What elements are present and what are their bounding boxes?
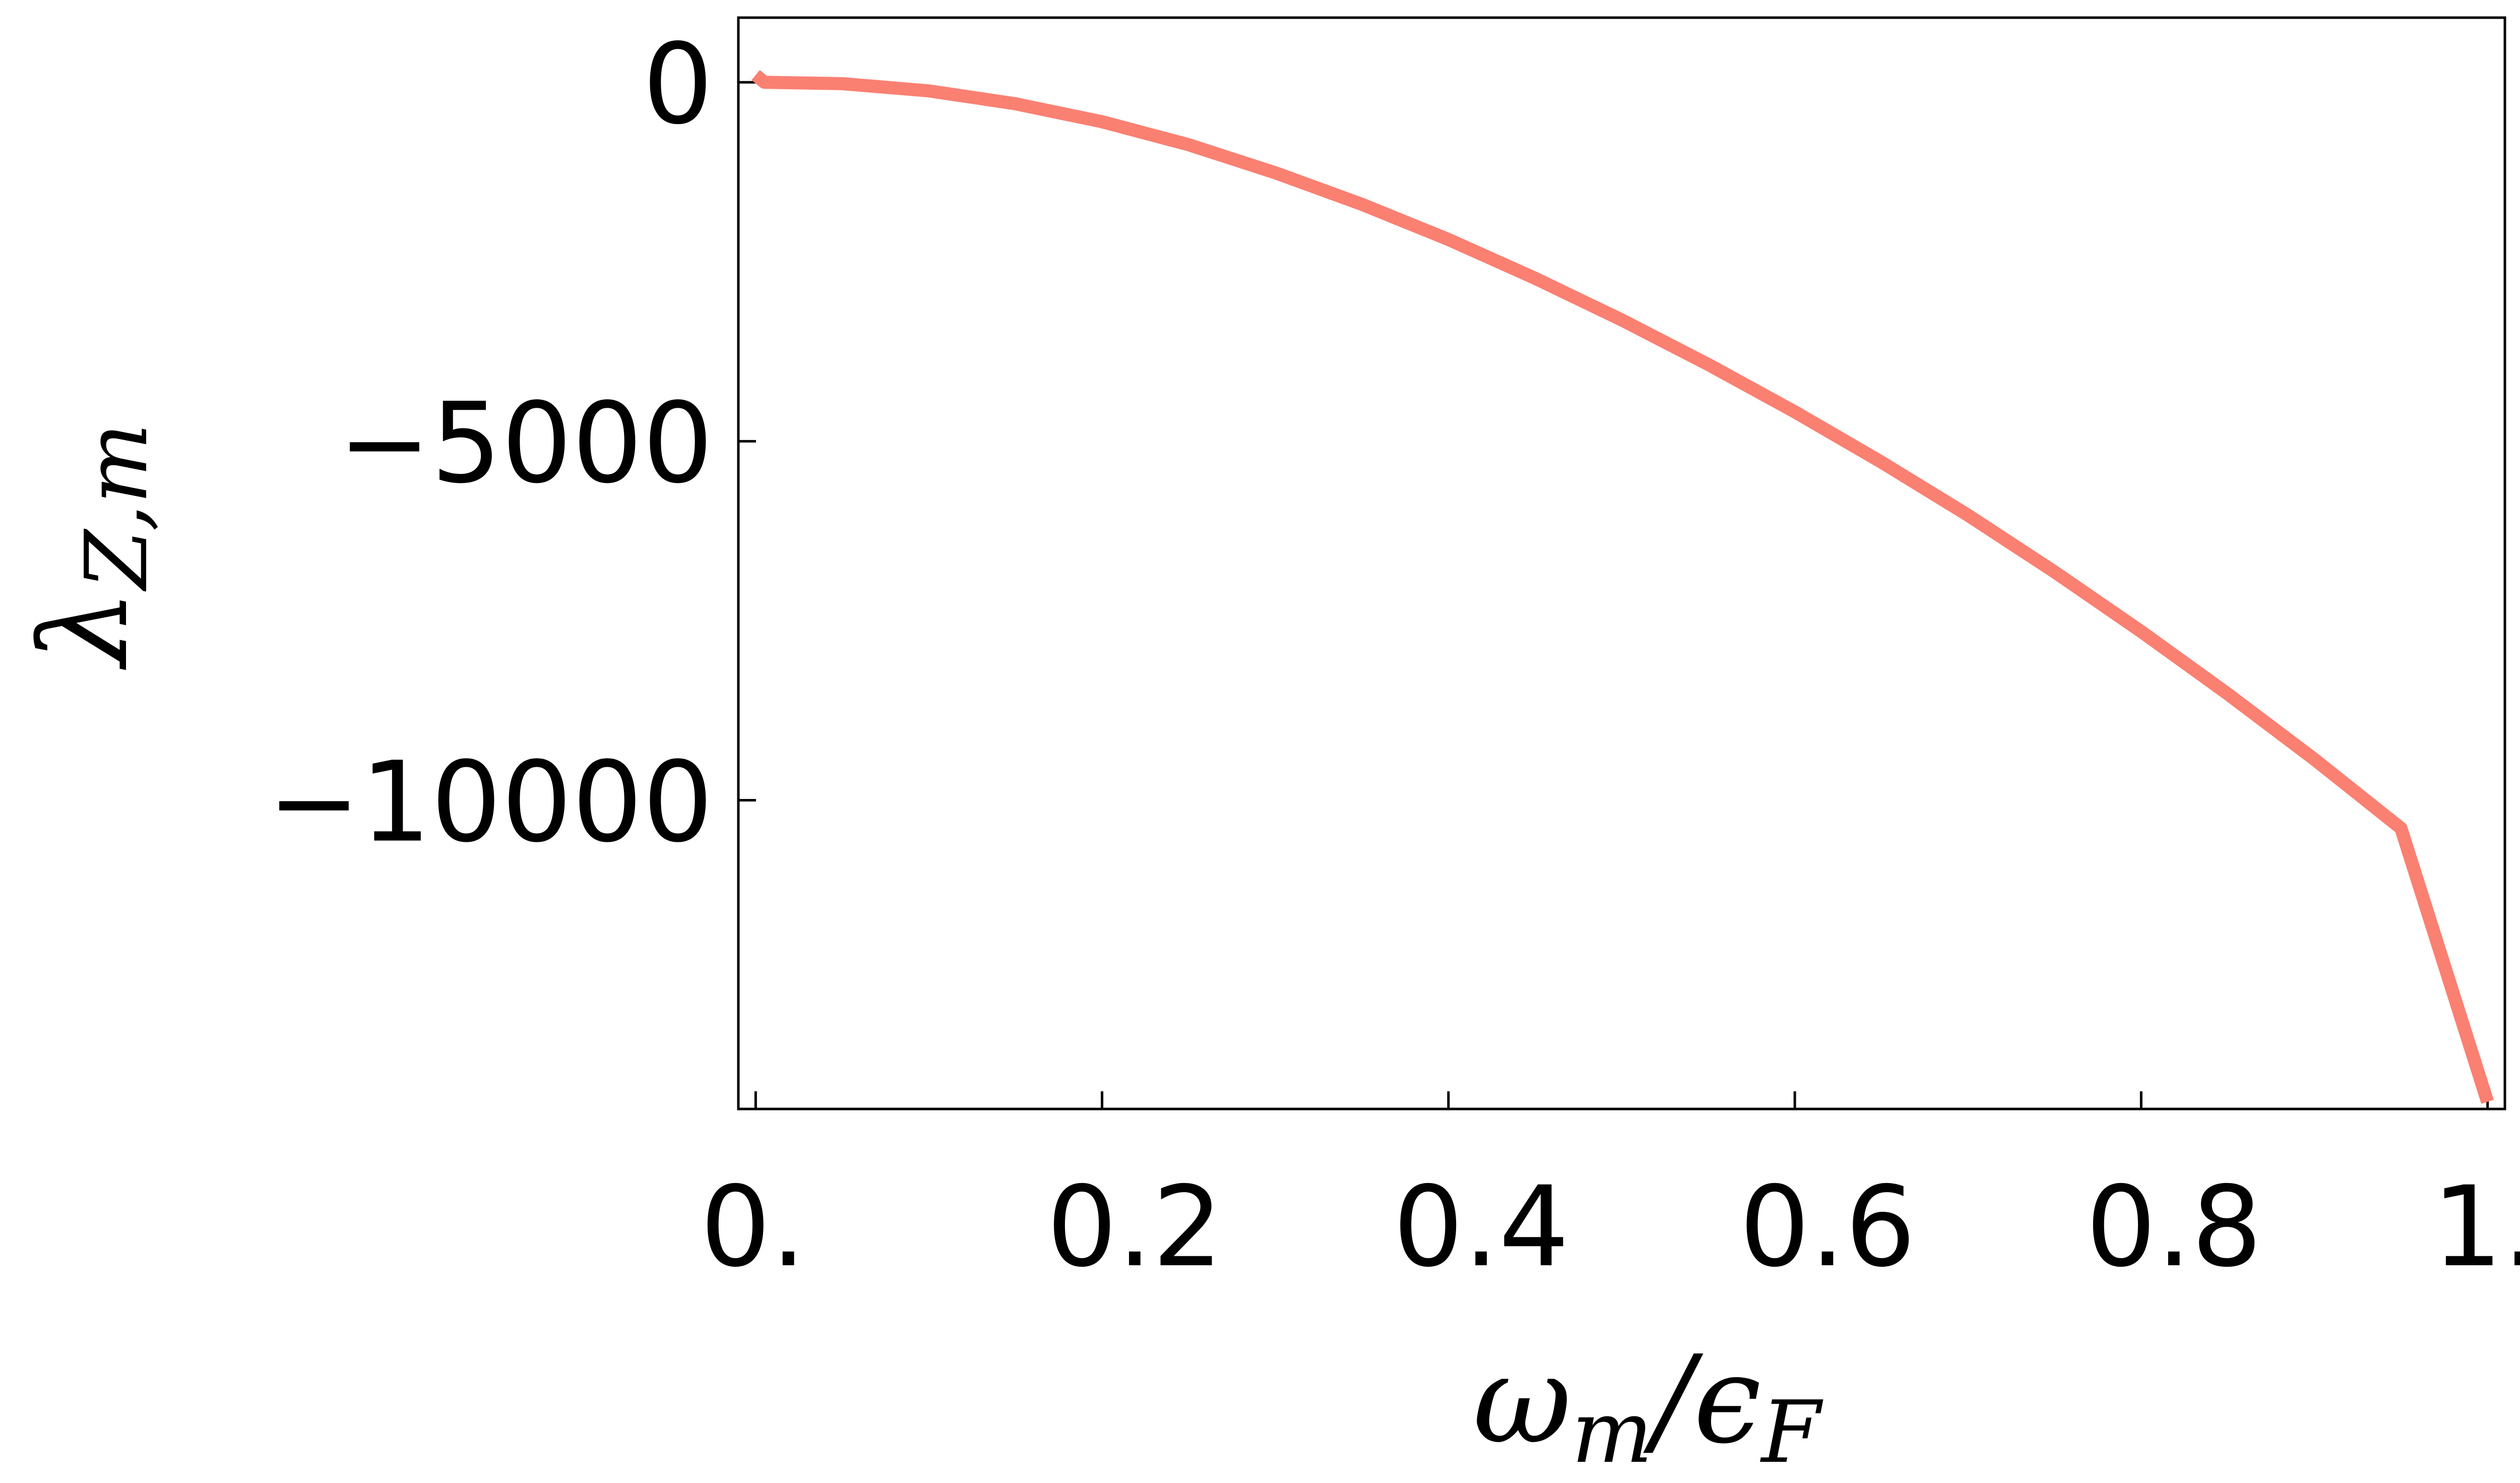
x-tick-label: 0.6 [1739,1162,1916,1291]
y-tick-label: −5000 [338,379,713,508]
y-axis-label: λZ,m [14,423,167,670]
y-tick-label: −10000 [268,738,713,867]
ticks-layer [738,81,2489,1109]
x-tick-label: 1. [2432,1162,2520,1291]
tick-labels-layer: 0. 0.2 0.4 0.6 0.8 1. 0 −5000 −10000 [268,20,2520,1291]
x-axis-label: ωm/ϵF [1473,1329,1823,1482]
x-tick-label: 0.4 [1393,1162,1569,1291]
plot-frame [737,16,2506,1110]
x-tick-label: 0.8 [2086,1162,2262,1291]
x-tick-label: 0.2 [1047,1162,1223,1291]
y-tick-label: 0 [643,20,713,149]
series-line [751,70,2494,1104]
series-layer [751,70,2494,1104]
x-tick-label: 0. [700,1162,806,1291]
